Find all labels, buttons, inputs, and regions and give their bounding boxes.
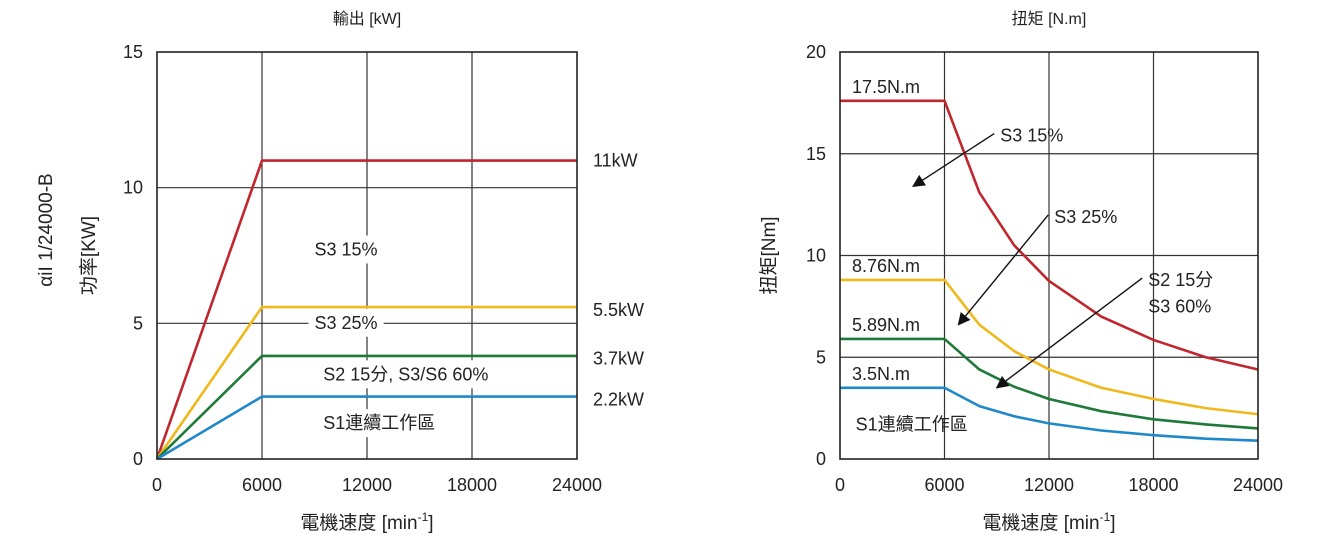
annotation-label: S3 15%: [315, 240, 378, 260]
y-tick-label: 15: [123, 42, 143, 62]
series-end-label: 11kW: [593, 151, 638, 171]
series-line-1: [155, 159, 577, 460]
x-tick-label: 18000: [1128, 475, 1178, 495]
chart-2: 扭矩 [N.m] 0 6000 12000 18000 24000 0 5 10 15 20 電機速度…: [758, 10, 1283, 534]
value-label: 17.5N.m: [852, 77, 920, 97]
series-line-4: [156, 395, 577, 461]
y-axis-label: 功率[KW]: [78, 216, 100, 295]
chart-1: 輸出 [kW] 0 6000 12000 18000 24000 0 5 10 15 電機速度 [m…: [78, 10, 644, 534]
annotation-label: S3 25%: [1054, 207, 1117, 227]
annotation-bg: [308, 235, 384, 264]
annotation-label: S1連續工作區: [323, 413, 435, 433]
y-axis-label: 扭矩[Nm]: [758, 216, 780, 294]
annotation-bg: [317, 409, 442, 438]
annotation-label: S3 60%: [1148, 296, 1211, 316]
series-end-label: 3.7kW: [593, 349, 644, 369]
series-line-4: [840, 386, 1259, 442]
plot-frame: [156, 51, 578, 460]
series-line-3: [840, 337, 1259, 430]
chart-title: 輸出 [kW]: [333, 10, 401, 28]
y-tick-label: 10: [123, 178, 143, 198]
series-line-2: [155, 305, 577, 460]
x-tick-label: 24000: [1233, 475, 1283, 495]
annotation-label: S2 15分, S3/S6 60%: [323, 364, 488, 384]
annotation-label: S3 25%: [315, 313, 378, 333]
plot-frame: [839, 51, 1259, 460]
x-tick-label: 0: [835, 475, 845, 495]
y-tick-label: 20: [806, 42, 826, 62]
x-axis-label: 電機速度 [min-1]: [982, 510, 1115, 534]
series-end-label: 5.5kW: [593, 300, 644, 320]
series-line-3: [156, 354, 577, 460]
annotation-bg: [317, 360, 495, 389]
series-line-2: [840, 278, 1259, 416]
x-tick-label: 12000: [1024, 475, 1074, 495]
annotation-arrow: [957, 214, 1049, 326]
y-tick-label: 0: [816, 449, 826, 469]
x-tick-label: 6000: [242, 475, 282, 495]
y-tick-label: 0: [133, 449, 143, 469]
y-tick-label: 5: [133, 313, 143, 333]
x-tick-label: 6000: [924, 475, 964, 495]
annotation-arrow: [995, 277, 1143, 389]
annotation-label: S3 15%: [1000, 126, 1063, 146]
y-tick-label: 5: [816, 347, 826, 367]
value-label: 8.76N.m: [852, 256, 920, 276]
series-line-1: [840, 99, 1259, 371]
y-tick-label: 10: [806, 246, 826, 266]
series-end-label: 2.2kW: [593, 389, 644, 409]
chart-title: 扭矩 [N.m]: [1012, 10, 1087, 28]
annotation-bg: [308, 308, 384, 337]
y-tick-label: 15: [806, 144, 826, 164]
value-label: 3.5N.m: [852, 364, 910, 384]
x-tick-label: 24000: [552, 475, 602, 495]
annotation-arrow: [912, 132, 995, 187]
x-tick-label: 18000: [447, 475, 497, 495]
x-tick-label: 0: [152, 475, 162, 495]
annotation-label: S2 15分: [1148, 270, 1213, 290]
x-tick-label: 12000: [342, 475, 392, 495]
side-label: αiI 1/24000-B: [36, 173, 57, 286]
value-label: 5.89N.m: [852, 315, 920, 335]
x-axis-label: 電機速度 [min-1]: [300, 510, 433, 534]
footer-label: S1連續工作區: [856, 415, 968, 435]
